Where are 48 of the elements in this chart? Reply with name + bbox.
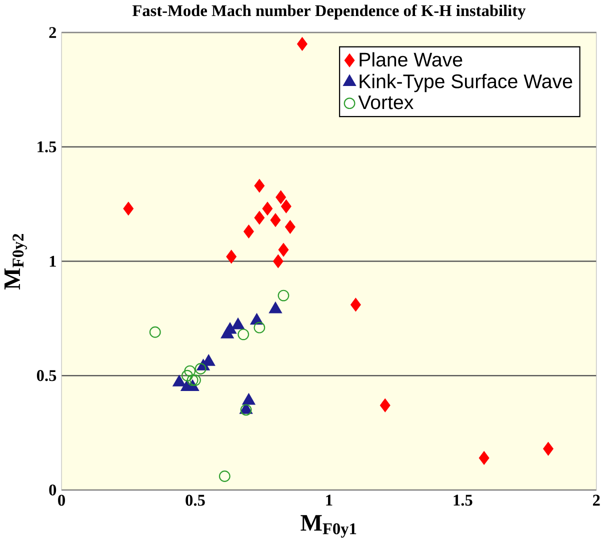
point	[123, 202, 134, 216]
point	[273, 254, 284, 268]
point	[262, 202, 273, 216]
point	[350, 298, 361, 312]
y-tick-label: 1	[50, 256, 56, 267]
x-tick-label: 0.5	[186, 494, 205, 506]
point	[186, 374, 198, 386]
y-tick-label: 0.5	[36, 370, 56, 382]
point	[194, 362, 206, 374]
point	[190, 374, 201, 386]
y-axis-title: M$_{F0y2}$	[4, 234, 27, 290]
x-axis-title: M$_{F0y1}$	[300, 515, 356, 538]
point	[232, 318, 244, 330]
point	[149, 326, 161, 338]
point	[478, 451, 490, 465]
x-tick-label: 0	[58, 494, 65, 506]
point	[184, 365, 196, 377]
point	[270, 213, 281, 227]
point	[254, 179, 265, 192]
point	[242, 393, 256, 405]
point	[297, 37, 308, 51]
legend-label: Vortex	[358, 95, 414, 110]
point	[172, 375, 186, 386]
point	[238, 328, 250, 340]
point	[254, 322, 266, 334]
point	[254, 211, 265, 224]
point	[224, 322, 236, 334]
y-tick-label: 0	[49, 484, 56, 496]
point	[226, 250, 236, 264]
point	[281, 200, 292, 213]
x-tick-label: 1	[326, 494, 332, 506]
point	[276, 190, 286, 204]
point	[218, 470, 230, 482]
point	[543, 442, 554, 456]
y-tick-label: 2	[49, 27, 56, 38]
x-tick-label: 2	[592, 494, 600, 506]
point	[380, 398, 390, 412]
point	[244, 224, 254, 238]
chart-title: Fast-Mode Mach number Dependence of K-H instability	[132, 4, 526, 20]
point	[269, 302, 282, 314]
legend-label: Plane Wave	[360, 52, 462, 67]
point	[278, 290, 290, 302]
point	[182, 370, 193, 382]
point	[278, 243, 289, 256]
y-tick-label: 1.5	[38, 141, 56, 152]
point	[285, 220, 296, 234]
x-tick-label: 1.5	[454, 494, 472, 506]
legend-label: Kink-Type Surface Wave	[360, 74, 572, 92]
